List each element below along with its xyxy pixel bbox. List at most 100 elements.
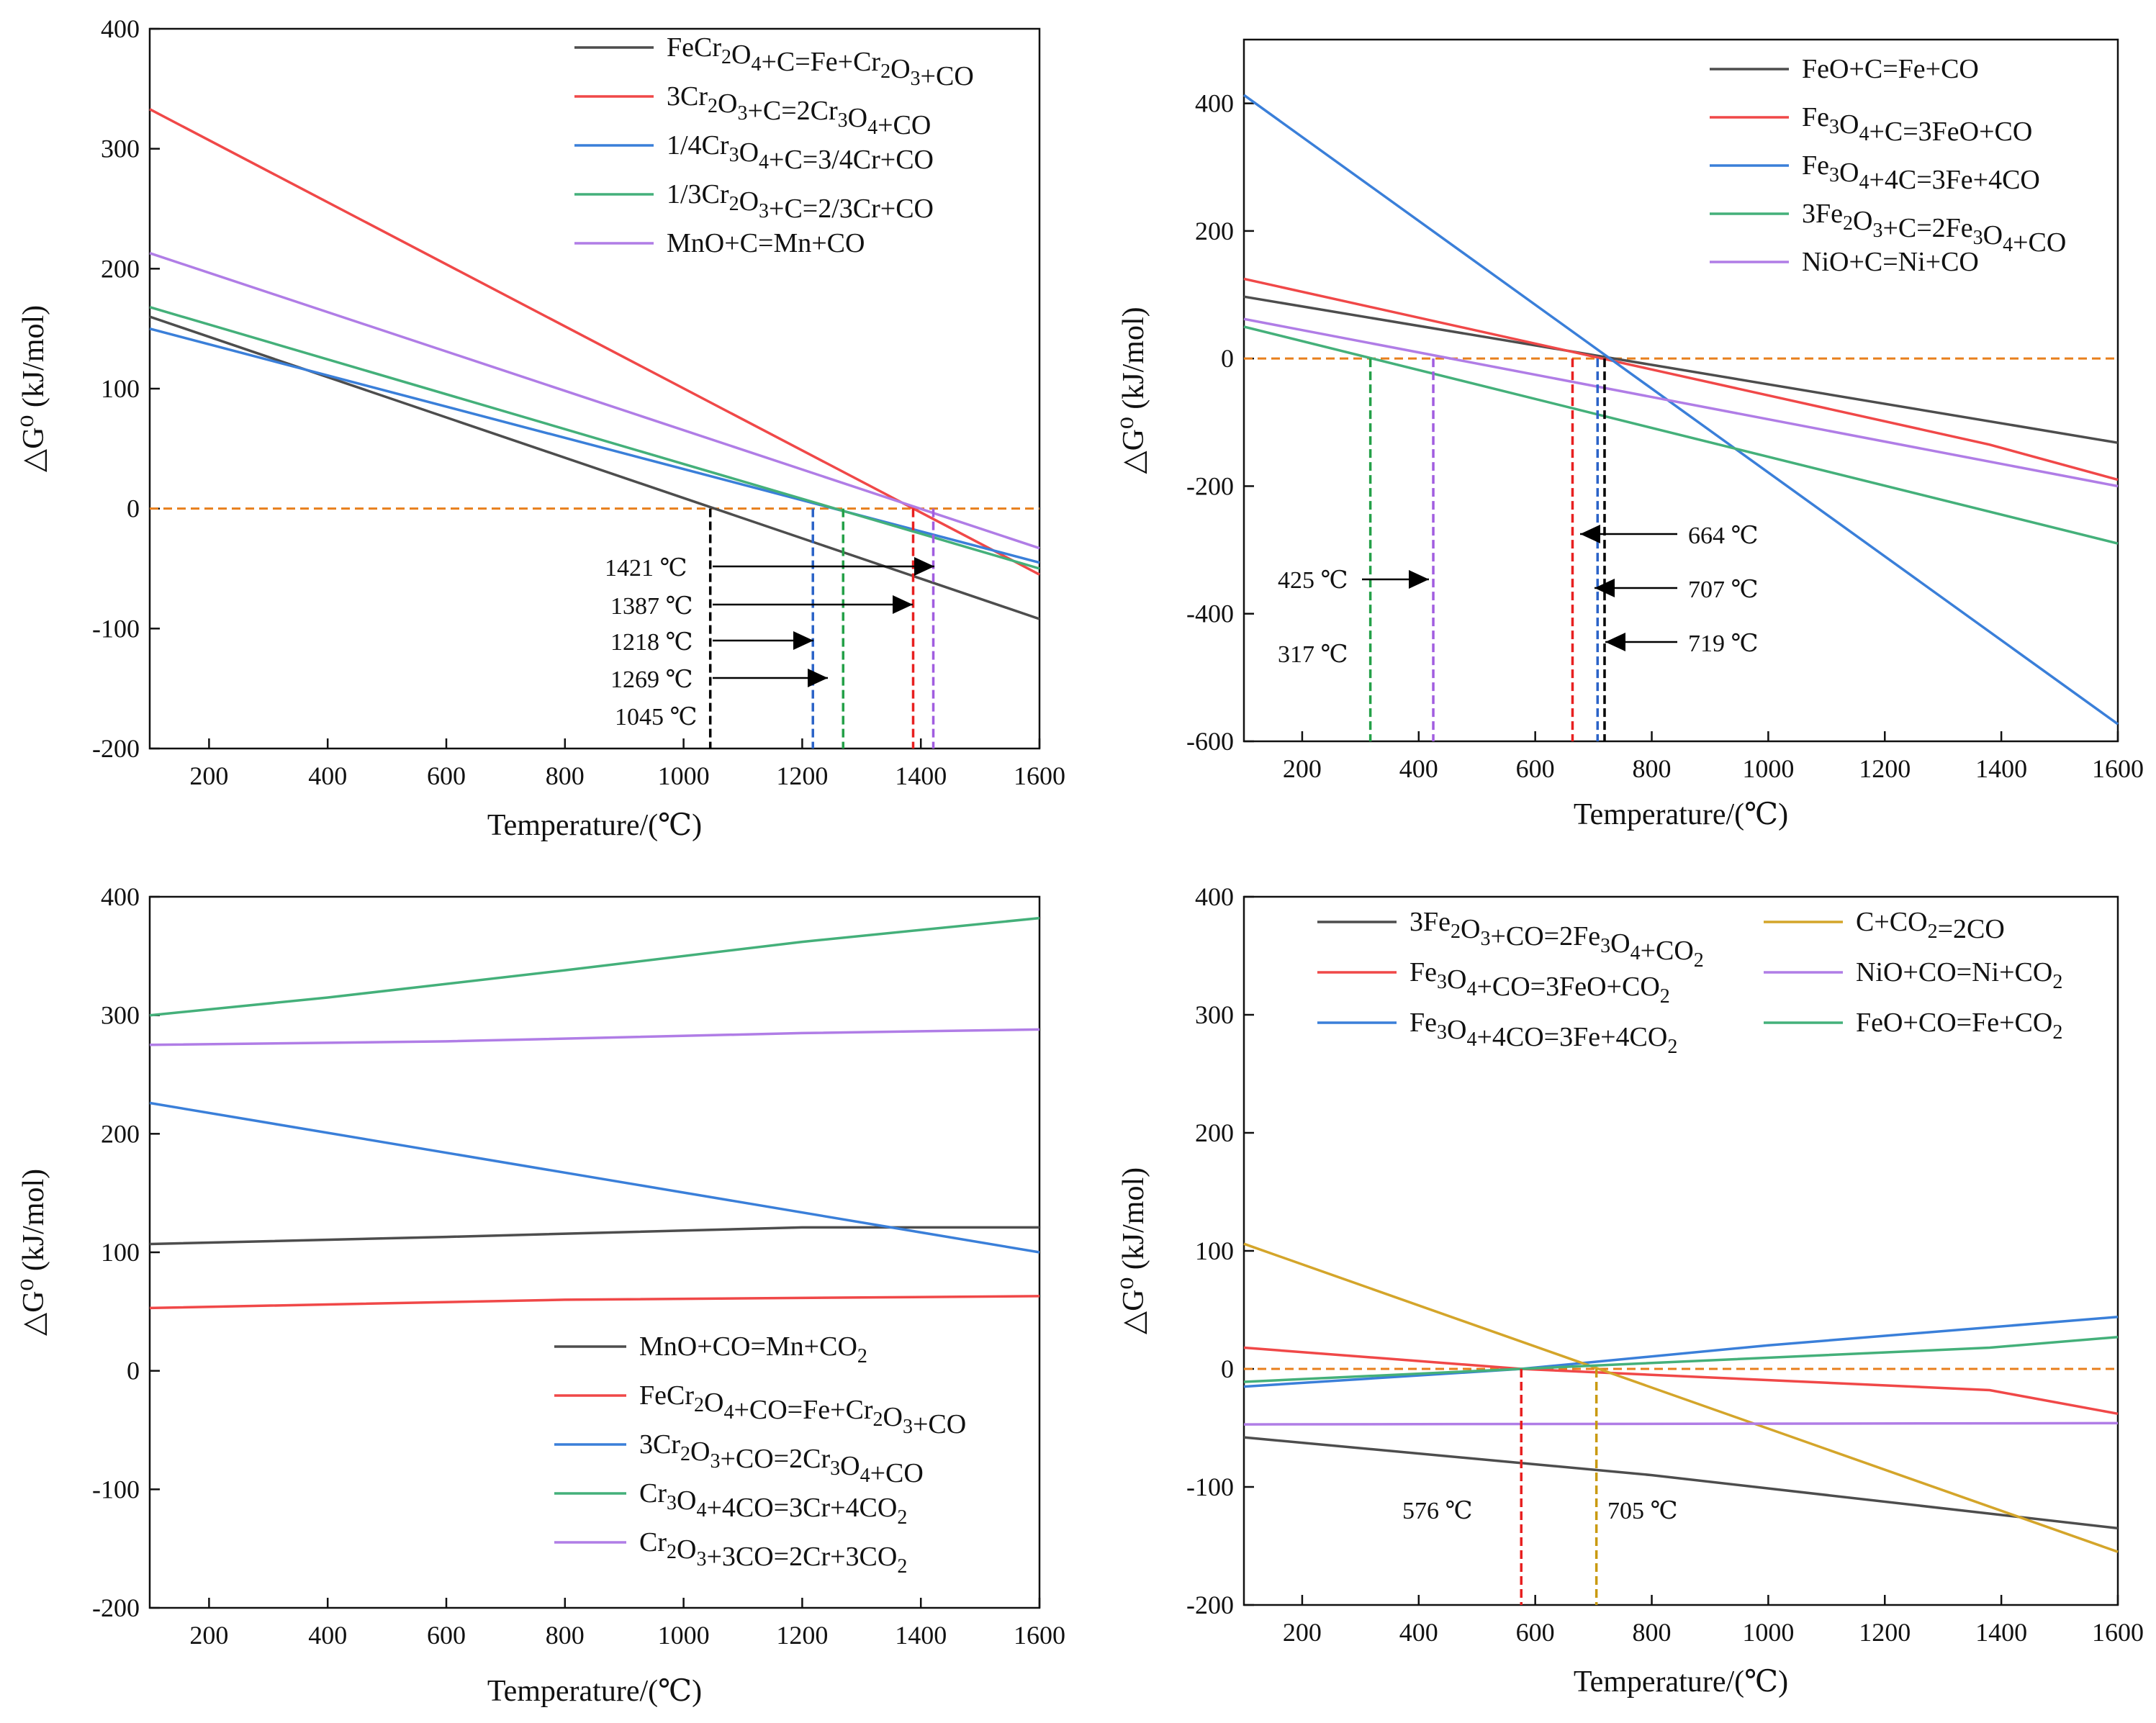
y-tick-label: -100 bbox=[1186, 1473, 1234, 1501]
x-tick-label: 600 bbox=[1516, 1618, 1555, 1647]
y-tick-label: -200 bbox=[1186, 471, 1234, 500]
y-tick-label: 0 bbox=[127, 1357, 140, 1385]
legend-label: MnO+C=Mn+CO bbox=[667, 228, 865, 258]
legend-label: MnO+CO=Mn+CO2 bbox=[639, 1331, 867, 1367]
legend-label: 3Fe2O3+CO=2Fe3O4+CO2 bbox=[1409, 907, 1704, 972]
series-line-d-1 bbox=[1243, 1346, 2119, 1416]
annotation-label: 317 ℃ bbox=[1278, 641, 1348, 668]
y-tick-label: 100 bbox=[101, 1238, 140, 1267]
y-tick-label: 0 bbox=[1221, 344, 1234, 373]
chart-panel-c: 200 400 600 800 1000 1200 1400 1600 -200 -100 0 100… bbox=[17, 882, 1065, 1708]
legend-label: Cr2O3+3CO=2Cr+3CO2 bbox=[639, 1527, 907, 1578]
y-tick-label: 300 bbox=[101, 135, 140, 163]
annotation-label: 425 ℃ bbox=[1278, 567, 1348, 594]
y-tick-label: 300 bbox=[101, 1001, 140, 1030]
y-axis-title: △G⁰ (kJ/mol) bbox=[17, 1169, 50, 1336]
series-line-b-1 bbox=[1243, 277, 2119, 481]
y-tick-label: 200 bbox=[101, 254, 140, 283]
y-tick-label: 100 bbox=[1195, 1236, 1234, 1265]
x-tick-label: 600 bbox=[427, 1621, 466, 1650]
y-tick-label: -200 bbox=[92, 1593, 140, 1622]
y-tick-label: 200 bbox=[101, 1119, 140, 1148]
x-tick-label: 400 bbox=[1399, 1618, 1438, 1647]
legend-label: 3Cr2O3+C=2Cr3O4+CO bbox=[667, 81, 931, 140]
annotation-label: 707 ℃ bbox=[1688, 576, 1759, 603]
annotation-label: 576 ℃ bbox=[1402, 1498, 1473, 1524]
x-tick-label: 600 bbox=[1516, 754, 1555, 783]
x-tick-label: 1600 bbox=[2092, 1618, 2144, 1647]
annotation-label: 1218 ℃ bbox=[610, 629, 693, 656]
chart-panel-a: 200 400 600 800 1000 1200 1400 1600 -200 -100 0 100… bbox=[17, 14, 1065, 842]
x-axis-title: Temperature/(℃) bbox=[1574, 798, 1788, 831]
series-line-d-0 bbox=[1243, 1436, 2119, 1530]
annotation-arrow-head bbox=[808, 669, 828, 687]
series-line-d-2 bbox=[1243, 1316, 2119, 1388]
y-tick-label: -200 bbox=[92, 734, 140, 763]
x-tick-label: 1400 bbox=[1975, 754, 2027, 783]
series-line-c-3 bbox=[149, 916, 1040, 1017]
legend-label: 3Fe2O3+C=2Fe3O4+CO bbox=[1802, 199, 2066, 258]
series-line-a-2 bbox=[149, 327, 1040, 564]
legend-label: 1/3Cr2O3+C=2/3Cr+CO bbox=[667, 179, 934, 224]
chart-panel-d: 200 400 600 800 1000 1200 1400 1600 -200 -100 0 100… bbox=[1117, 882, 2144, 1699]
x-tick-label: 400 bbox=[308, 761, 347, 790]
annotation-label: 1045 ℃ bbox=[615, 704, 698, 731]
x-tick-label: 1000 bbox=[658, 1621, 710, 1650]
annotation-arrow-head bbox=[1605, 633, 1625, 651]
y-tick-label: 300 bbox=[1195, 1000, 1234, 1029]
legend-label: 1/4Cr3O4+C=3/4Cr+CO bbox=[667, 130, 934, 175]
y-tick-label: -600 bbox=[1186, 727, 1234, 756]
y-axis-title: △G⁰ (kJ/mol) bbox=[1117, 307, 1150, 474]
series-line-b-2 bbox=[1242, 94, 2119, 725]
annotation-arrow-head bbox=[1595, 579, 1615, 597]
plot-frame bbox=[1242, 895, 2119, 1606]
annotation-label: 1269 ℃ bbox=[610, 666, 693, 693]
y-tick-label: 400 bbox=[1195, 89, 1234, 118]
y-tick-label: 0 bbox=[1221, 1355, 1234, 1383]
x-tick-label: 800 bbox=[546, 1621, 585, 1650]
series-line-b-4 bbox=[1243, 317, 2119, 488]
plot-frame bbox=[148, 895, 1041, 1609]
x-tick-label: 1600 bbox=[1014, 761, 1065, 790]
x-tick-label: 1200 bbox=[1859, 1618, 1911, 1647]
legend-label: FeO+CO=Fe+CO2 bbox=[1856, 1008, 2062, 1044]
series-line-a-4 bbox=[149, 252, 1040, 550]
series-line-d-5 bbox=[1243, 1335, 2119, 1383]
series-line-c-0 bbox=[149, 1226, 1039, 1246]
legend-label: C+CO2=2CO bbox=[1856, 907, 2005, 944]
x-tick-label: 1200 bbox=[776, 1621, 828, 1650]
y-tick-label: 0 bbox=[127, 494, 140, 523]
x-tick-label: 1000 bbox=[658, 761, 710, 790]
legend-label: Cr3O4+4CO=3Cr+4CO2 bbox=[639, 1478, 907, 1529]
series-line-d-4 bbox=[1243, 1421, 2119, 1426]
series-line-c-2 bbox=[149, 1101, 1040, 1254]
y-tick-label: 100 bbox=[101, 374, 140, 403]
y-tick-label: 200 bbox=[1195, 1118, 1234, 1147]
y-tick-label: -100 bbox=[92, 614, 140, 643]
series-line-a-3 bbox=[149, 306, 1040, 570]
x-tick-label: 1000 bbox=[1742, 754, 1794, 783]
series-line-c-1 bbox=[149, 1295, 1040, 1310]
x-axis-title: Temperature/(℃) bbox=[487, 1675, 702, 1708]
x-tick-label: 800 bbox=[546, 761, 585, 790]
x-tick-label: 1400 bbox=[895, 761, 947, 790]
x-axis-title: Temperature/(℃) bbox=[1574, 1665, 1788, 1699]
annotation-arrow-head bbox=[1580, 525, 1600, 543]
x-tick-label: 200 bbox=[189, 1621, 228, 1650]
x-tick-label: 800 bbox=[1633, 1618, 1672, 1647]
legend-label: 3Cr2O3+CO=2Cr3O4+CO bbox=[639, 1429, 924, 1488]
x-tick-label: 200 bbox=[189, 761, 228, 790]
x-tick-label: 400 bbox=[308, 1621, 347, 1650]
annotation-label: 719 ℃ bbox=[1688, 630, 1759, 657]
series-line-b-0 bbox=[1243, 295, 2119, 444]
series-line-a-0 bbox=[149, 315, 1040, 620]
y-axis-title: △G⁰ (kJ/mol) bbox=[17, 305, 50, 472]
y-tick-label: 200 bbox=[1195, 217, 1234, 245]
annotation-label: 1421 ℃ bbox=[605, 555, 687, 582]
legend-label: Fe3O4+CO=3FeO+CO2 bbox=[1409, 957, 1670, 1008]
legend-label: NiO+CO=Ni+CO2 bbox=[1856, 957, 2062, 993]
x-tick-label: 1600 bbox=[1014, 1621, 1065, 1650]
x-tick-label: 200 bbox=[1283, 1618, 1322, 1647]
x-tick-label: 400 bbox=[1399, 754, 1438, 783]
